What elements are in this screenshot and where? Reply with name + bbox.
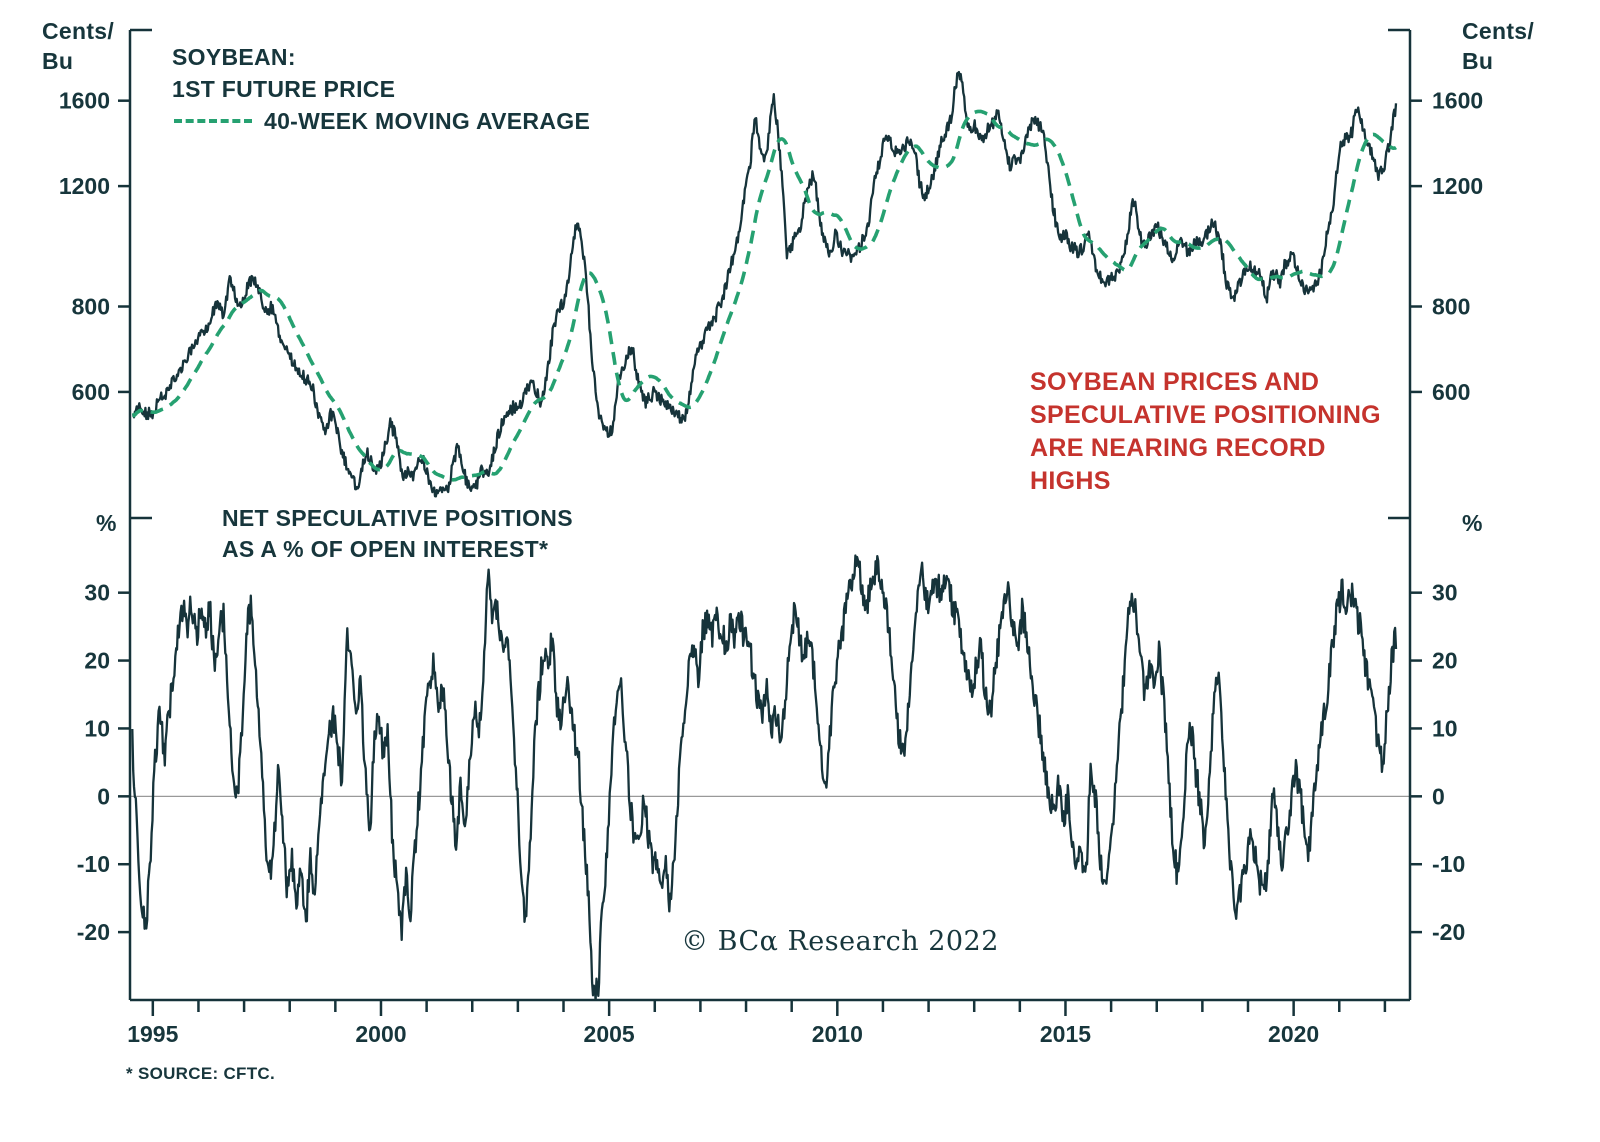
spec-positions-line: [131, 554, 1398, 1000]
annotation-line4: HIGHS: [1030, 467, 1111, 495]
y-axis-unit-line2: Bu: [42, 48, 74, 74]
y-tick-label-right: 1600: [1432, 88, 1483, 114]
y-tick-label-left: 30: [84, 580, 110, 606]
y-tick-label-right: -10: [1432, 851, 1465, 877]
annotation-line2: SPECULATIVE POSITIONING: [1030, 401, 1381, 429]
y-axis-unit-bottom-left: %: [96, 510, 117, 536]
y-tick-label-right: 30: [1432, 580, 1458, 606]
x-tick-label: 1995: [127, 1021, 178, 1047]
source-footnote: * SOURCE: CFTC.: [126, 1064, 275, 1083]
y-tick-label-right: 20: [1432, 648, 1458, 674]
y-axis-unit-line1: Cents/: [1462, 18, 1535, 44]
annotation-line1: SOYBEAN PRICES AND: [1030, 368, 1320, 396]
copyright-notice: © BCα Research 2022: [681, 926, 999, 957]
x-tick-label: 2015: [1040, 1021, 1091, 1047]
y-tick-label-right: 10: [1432, 715, 1458, 741]
y-axis-unit-top-right: Cents/ Bu: [1462, 16, 1534, 76]
y-axis-unit-top-left: Cents/ Bu: [42, 16, 114, 76]
y-axis-unit-line2: Bu: [1462, 48, 1494, 74]
x-tick-label: 2000: [355, 1021, 406, 1047]
price-line: [132, 70, 1398, 498]
legend-series2-label: 40-WEEK MOVING AVERAGE: [264, 108, 591, 134]
x-tick-label: 2005: [584, 1021, 635, 1047]
ma-legend-swatch: [174, 119, 252, 123]
y-tick-label-left: 600: [72, 379, 110, 405]
y-tick-label-left: 10: [84, 715, 110, 741]
y-tick-label-left: -20: [77, 919, 110, 945]
x-tick-label: 2010: [812, 1021, 863, 1047]
y-tick-label-left: 0: [97, 783, 110, 809]
y-tick-label-right: 1200: [1432, 173, 1483, 199]
legend-series1-label: 1ST FUTURE PRICE: [172, 76, 396, 102]
y-tick-label-left: 20: [84, 648, 110, 674]
y-axis-unit-bottom-right: %: [1462, 510, 1483, 536]
panel2-title-line1: NET SPECULATIVE POSITIONS: [222, 505, 573, 531]
panel2-title-line2: AS A % OF OPEN INTEREST*: [222, 536, 549, 562]
y-axis-unit-line1: Cents/: [42, 18, 115, 44]
y-tick-label-left: 1600: [59, 88, 110, 114]
y-tick-label-right: 600: [1432, 379, 1470, 405]
annotation-line3: ARE NEARING RECORD: [1030, 434, 1326, 462]
y-tick-label-right: 0: [1432, 783, 1445, 809]
y-tick-label-left: -10: [77, 851, 110, 877]
panel2-title: NET SPECULATIVE POSITIONS AS A % OF OPEN…: [222, 503, 573, 565]
y-tick-label-right: 800: [1432, 294, 1470, 320]
y-tick-label-left: 1200: [59, 173, 110, 199]
y-tick-label-left: 800: [72, 294, 110, 320]
x-tick-label: 2020: [1268, 1021, 1319, 1047]
annotation-callout: SOYBEAN PRICES AND SPECULATIVE POSITIONI…: [1030, 366, 1381, 498]
moving-average-line: [131, 109, 1397, 482]
legend-title: SOYBEAN:: [172, 44, 296, 70]
y-tick-label-right: -20: [1432, 919, 1465, 945]
